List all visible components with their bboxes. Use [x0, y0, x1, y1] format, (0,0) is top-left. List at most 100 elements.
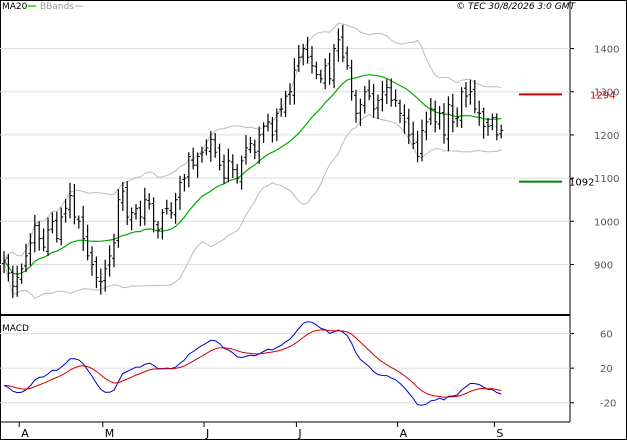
ohlc-bar: [59, 207, 64, 246]
ohlc-bar: [239, 155, 244, 190]
ohlc-bar: [292, 58, 297, 105]
ohlc-bar: [41, 228, 46, 252]
ohlc-bar: [323, 58, 328, 90]
ohlc-bar: [310, 45, 314, 74]
ohlc-bar: [98, 268, 103, 295]
ohlc-bar: [433, 100, 438, 133]
ohlc-bar: [235, 163, 240, 184]
macd-line: [3, 321, 502, 406]
ohlc-bar: [296, 44, 301, 73]
ohlc-bar: [327, 52, 332, 85]
ohlc-bar: [37, 221, 42, 251]
ohlc-bar: [244, 135, 248, 165]
ohlc-bar: [349, 59, 354, 101]
ohlc-bar: [169, 202, 174, 219]
price-bars: [2, 24, 504, 299]
ohlc-bar: [442, 103, 446, 144]
ohlc-bar: [428, 97, 433, 125]
ohlc-bar: [186, 152, 191, 188]
ohlc-bar: [208, 131, 213, 162]
ohlc-bar: [362, 85, 367, 114]
macd-grid: [0, 333, 570, 404]
ohlc-bar: [173, 192, 178, 224]
ohlc-bar: [279, 98, 284, 117]
ohlc-bar: [477, 100, 482, 126]
macd-axis-ticks: -20 20 60: [570, 330, 616, 410]
ohlc-bar: [376, 94, 380, 120]
support-resistance-levels: 1294 1092: [519, 90, 615, 189]
ohlc-bar: [301, 43, 306, 66]
ohlc-bar: [380, 80, 385, 112]
ohlc-bar: [367, 79, 372, 101]
ohlc-bar: [415, 130, 420, 163]
ohlc-bar: [332, 44, 336, 89]
ohlc-bar: [424, 111, 429, 141]
ohlc-bar: [90, 246, 94, 276]
x-tick-label: S: [496, 427, 503, 440]
ohlc-bar: [24, 243, 28, 273]
price-tick-label: 900: [594, 260, 613, 271]
moving-average-20: [3, 74, 502, 275]
ohlc-bar: [305, 36, 310, 64]
ohlc-bar: [103, 259, 108, 292]
ohlc-bar: [116, 189, 121, 248]
x-tick-label: J: [205, 427, 209, 440]
ohlc-bar: [472, 80, 477, 114]
support-label: 1092: [569, 178, 594, 189]
ohlc-bar: [389, 78, 394, 107]
price-tick-label: 1400: [594, 45, 619, 56]
price-grid: [0, 48, 570, 265]
ohlc-bar: [283, 90, 288, 118]
macd-tick-label: 60: [600, 330, 613, 341]
ohlc-bar: [200, 146, 204, 163]
macd-panel-label: MACD: [2, 324, 29, 334]
ohlc-bar: [32, 214, 37, 253]
ohlc-bar: [402, 104, 407, 134]
ma20-line: [3, 74, 502, 275]
ohlc-bar: [288, 83, 292, 105]
ohlc-bar: [112, 233, 116, 268]
ohlc-bar: [129, 207, 134, 231]
macd-signal-line: [3, 329, 502, 398]
ohlc-bar: [68, 182, 72, 219]
ohlc-bar: [494, 113, 499, 141]
ohlc-bar: [120, 181, 125, 211]
ohlc-bar: [138, 200, 143, 227]
ohlc-bar: [147, 193, 152, 210]
ohlc-bar: [182, 174, 187, 192]
ohlc-bar: [63, 199, 68, 223]
price-tick-label: 1000: [594, 217, 619, 228]
price-tick-label: 1300: [594, 88, 619, 99]
ohlc-bar: [371, 84, 376, 118]
x-tick-label: A: [400, 427, 408, 440]
copyright-text: © TEC 30/8/2026 3:0 GMT: [456, 2, 576, 12]
ohlc-bar: [72, 183, 77, 225]
ohlc-bar: [499, 124, 504, 139]
ohlc-bar: [50, 212, 55, 234]
ohlc-bar: [142, 187, 147, 226]
ohlc-bar: [6, 254, 11, 282]
ohlc-bar: [314, 61, 319, 80]
macd-tick-label: -20: [600, 399, 616, 410]
ohlc-bar: [213, 133, 218, 158]
price-tick-label: 1100: [594, 174, 619, 185]
macd-tick-label: 20: [600, 364, 613, 375]
ohlc-bar: [398, 99, 402, 123]
ohlc-bar: [257, 126, 262, 164]
ohlc-bar: [406, 108, 411, 145]
ohlc-bar: [437, 106, 442, 130]
ohlc-bar: [266, 113, 270, 132]
ohlc-bar: [459, 87, 464, 128]
ohlc-bar: [274, 108, 279, 142]
resistance-label: 1294: [590, 90, 615, 101]
ohlc-bar: [468, 79, 473, 105]
ohlc-bar: [261, 122, 266, 144]
ohlc-bar: [81, 205, 86, 251]
ohlc-bar: [134, 204, 138, 220]
ohlc-bar: [490, 113, 495, 131]
ohlc-bar: [222, 154, 226, 185]
ohlc-bar: [10, 265, 15, 299]
ohlc-bar: [46, 217, 50, 257]
